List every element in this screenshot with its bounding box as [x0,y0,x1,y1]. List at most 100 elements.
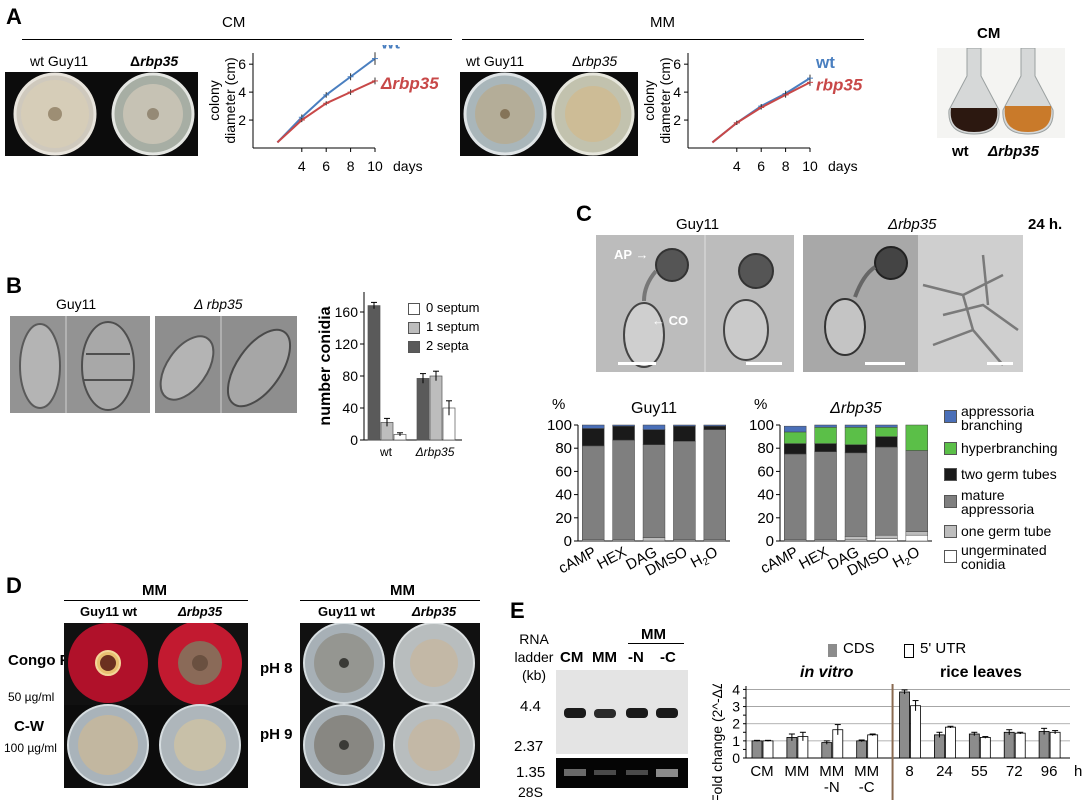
c1-y-tick-label: 40 [555,487,572,504]
c1-y-tick-label: 60 [555,463,572,480]
c1-bar-segment [582,428,605,447]
e-y-tick-label: 3 [732,699,740,715]
cm-x-tick-label: 4 [298,158,306,174]
mm-x-tick-label: 6 [757,158,765,174]
c1-bar-segment [673,425,696,442]
c-guy11-micrograph: AP → ← CO [596,235,794,372]
c1-title: Guy11 [631,400,677,417]
c1-y-tick-label: 0 [564,533,572,550]
cm-plate-mutant-label: Δrbp35 [130,53,179,69]
b-mutant-label: Δ rbp35 [194,296,243,312]
e-bar [945,726,956,759]
mm-plates-photo [460,72,638,156]
d-mutant-label-2: Δrbp35 [412,604,457,619]
b-legend-label-0: 0 septum [426,300,480,315]
e-bar [762,740,774,759]
c-legend-label-3: mature appressoria [961,487,1035,517]
c2-y-tick-label: 0 [766,533,774,550]
c2-bar-segment [844,536,868,541]
c1-bar-segment [612,439,635,541]
c-mutant-label: Δrbp35 [888,216,937,233]
c2-bar-segment [784,425,807,433]
c2-title: Δrbp35 [829,400,882,417]
c2-bar-segment [875,427,898,437]
b-guy11-label: Guy11 [56,296,97,312]
d-mm-label-2: MM [390,582,415,599]
e-x-tick-label: MM [784,763,809,780]
cm-y-axis-label: colony [206,80,222,120]
mm-series-line-1 [711,81,811,144]
e-bar [1003,731,1015,759]
e-y-tick-label: 0 [732,750,740,766]
d-ph8-label: pH 8 [260,660,293,677]
panel-a-letter: A [6,4,22,29]
cm-y-tick-label: 2 [238,112,246,128]
e-28s-label: 28S [518,784,543,800]
d-mutant-label-1: Δrbp35 [178,604,223,619]
e-x-tick-label: 72 [1006,763,1023,780]
mm-y-axis-label-2: diameter (cm) [657,57,673,143]
c-legend-swatch-1 [944,442,957,455]
c-legend-label-5: ungerminated conidia [961,542,1047,572]
e-x-tick-label: MM [819,763,844,780]
b-legend-label-2: 2 septa [426,338,469,353]
b-guy11-micrograph [10,316,150,413]
c-ap-label: AP → [614,247,649,262]
c1-bar-segment [642,444,666,538]
e-x-tick-label: 24 [936,763,953,780]
c-guy11-image [596,235,794,372]
c2-bar-segment [905,531,928,536]
c-legend-swatch-5 [944,550,957,563]
e-bar [1049,731,1061,759]
cm-group-label: CM [222,14,246,31]
e-lane-cm: CM [560,649,584,666]
c1-y-tick-label: 20 [555,510,572,527]
c-legend-swatch-4 [944,525,957,538]
c1-bar-segment [582,424,605,429]
mm-x-tick-label: 10 [802,158,818,174]
e-bar [1014,732,1026,759]
e-rice-label: rice leaves [940,664,1022,681]
c1-bar-segment [642,429,666,445]
e-legend-label-cds: CDS [843,640,875,657]
cm-x-tick-label: 8 [347,158,355,174]
cm-x-axis-label: days [393,158,423,174]
c1-bar-segment [642,424,666,430]
b-legend-label-1: 1 septum [426,319,480,334]
c2-bar-segment [875,446,898,536]
c2-bar-segment [844,444,868,454]
c-legend-label-0: appressoria branching [961,403,1035,433]
e-lane-minus-c: -C [660,649,676,666]
e-ladder-2-37: 2.37 [514,738,544,755]
c2-bar-segment [875,538,898,542]
c2-bar-segment [814,443,837,452]
e-y-tick-label: 2 [732,716,740,732]
c2-bar-segment [814,427,837,444]
c1-y-axis-label: % [552,396,565,413]
c1-x-tick-label: H2O [688,544,722,574]
mm-series-label-0: wt [815,53,835,72]
e-bar [934,734,945,759]
d-mm-label-1: MM [142,582,167,599]
c2-bar-segment [875,424,898,428]
c2-bar-segment [875,436,898,448]
d-cw-label: C-W [14,718,44,735]
b-y-tick-label: 160 [335,304,359,320]
cm-plates-photo [5,72,198,156]
e-mm-group-label: MM [641,626,666,643]
cm-series-label-1: Δrbp35 [380,74,439,93]
c-legend-swatch-2 [944,468,957,481]
c2-bar-segment [814,451,837,541]
e-bar [856,740,868,759]
c2-bar-segment [875,534,898,539]
panel-c-letter: C [576,201,592,226]
c1-bar-segment [673,424,696,427]
c2-bar-segment [844,452,868,537]
d-ph9-label: pH 9 [260,726,293,743]
b-bar [429,375,443,441]
flask-photo [937,48,1065,138]
flask-mutant-label: Δrbp35 [988,143,1039,160]
e-x-tick-label: 96 [1041,763,1058,780]
